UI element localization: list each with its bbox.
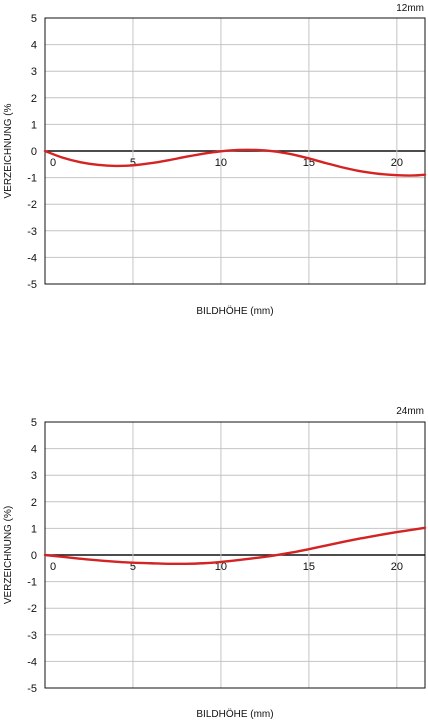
y-tick-label: 5 — [31, 417, 37, 429]
y-axis-label: VERZEICHNUNG (% — [3, 103, 14, 198]
x-tick-label: 20 — [391, 157, 403, 169]
distortion-curve — [43, 148, 427, 177]
x-axis-label: BILDHÖHE (mm) — [196, 305, 273, 317]
y-tick-label: 4 — [31, 40, 37, 52]
chart-title: 24mm — [396, 406, 424, 417]
x-axis-label: BILDHÖHE (mm) — [196, 708, 273, 720]
y-tick-label: 5 — [31, 13, 37, 25]
y-tick-label: -5 — [27, 279, 37, 291]
y-tick-label: 1 — [31, 523, 37, 535]
y-tick-label: -5 — [27, 683, 37, 695]
y-tick-label: -2 — [27, 199, 37, 211]
chart-title: 12mm — [396, 3, 424, 14]
y-tick-label: 0 — [31, 550, 37, 562]
x-tick-label: 10 — [215, 157, 227, 169]
y-tick-label: -4 — [27, 656, 37, 668]
x-tick-label: 0 — [50, 561, 56, 573]
x-tick-label: 0 — [50, 157, 56, 169]
x-tick-label: 10 — [215, 561, 227, 573]
x-tick-label: 5 — [130, 561, 136, 573]
distortion-curve — [43, 526, 427, 566]
y-tick-label: 3 — [31, 66, 37, 78]
x-tick-label: 15 — [303, 561, 315, 573]
y-axis-label: VERZEICHNUNG (%) — [3, 506, 14, 604]
y-tick-label: -1 — [27, 577, 37, 589]
y-tick-label: -3 — [27, 630, 37, 642]
y-tick-label: 1 — [31, 119, 37, 131]
y-tick-label: 3 — [31, 470, 37, 482]
y-tick-label: -4 — [27, 252, 37, 264]
y-tick-label: 2 — [31, 93, 37, 105]
x-tick-label: 20 — [391, 561, 403, 573]
y-tick-label: 0 — [31, 146, 37, 158]
y-tick-label: -3 — [27, 226, 37, 238]
y-tick-label: -1 — [27, 173, 37, 185]
x-tick-label: 5 — [130, 157, 136, 169]
y-tick-label: 4 — [31, 444, 37, 456]
y-tick-label: -2 — [27, 603, 37, 615]
y-tick-label: 2 — [31, 497, 37, 509]
